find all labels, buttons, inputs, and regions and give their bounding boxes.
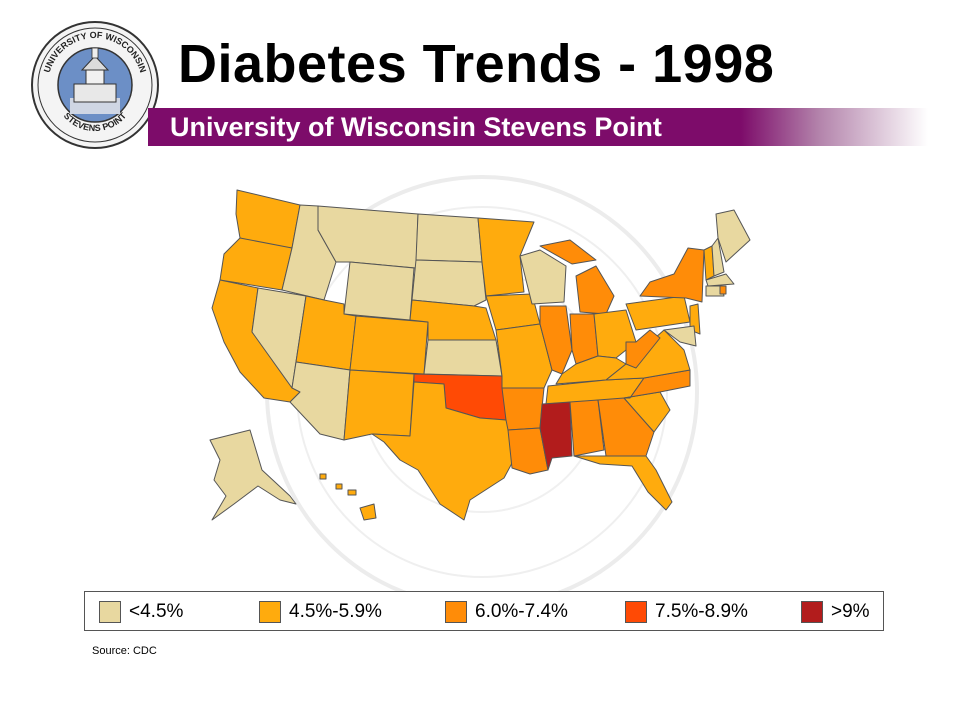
state-new-mexico	[343, 369, 415, 441]
state-pennsylvania	[625, 295, 691, 331]
state-alabama	[569, 399, 605, 457]
title-bar	[148, 108, 928, 146]
state-colorado	[349, 315, 429, 375]
state-wisconsin	[519, 249, 567, 305]
legend-label: 7.5%-8.9%	[655, 601, 748, 622]
legend-swatch	[625, 601, 647, 623]
university-seal-logo: UNIVERSITY OF WISCONSIN STEVENS POINT	[31, 21, 159, 149]
state-hawaii	[319, 473, 377, 521]
state-kentucky	[555, 355, 627, 385]
state-alaska	[209, 429, 297, 521]
state-michigan	[539, 239, 615, 315]
state-indiana	[569, 313, 599, 365]
state-louisiana	[507, 427, 549, 475]
state-wyoming	[343, 261, 415, 321]
page-subtitle: University of Wisconsin Stevens Point	[170, 112, 662, 142]
page-title: Diabetes Trends - 1998	[178, 34, 775, 94]
state-minnesota	[477, 217, 535, 297]
legend-label: 6.0%-7.4%	[475, 601, 568, 622]
state-kansas	[423, 339, 503, 377]
state-georgia	[597, 397, 655, 457]
source-note: Source: CDC	[92, 645, 157, 657]
state-texas	[371, 381, 519, 521]
legend-swatch	[801, 601, 823, 623]
state-north-dakota	[415, 213, 483, 263]
state-new-hampshire	[711, 237, 725, 277]
state-massachusetts	[705, 273, 735, 287]
state-west-virginia	[625, 329, 661, 369]
state-south-dakota	[411, 259, 487, 307]
state-florida	[573, 455, 673, 511]
state-maryland-delaware	[663, 325, 697, 347]
state-arizona	[289, 361, 351, 441]
state-oregon	[219, 237, 293, 291]
state-rhode-island	[719, 285, 727, 295]
state-new-york	[639, 247, 705, 303]
state-arkansas	[501, 387, 545, 431]
map-legend: <4.5% 4.5%-5.9% 6.0%-7.4% 7.5%-8.9% >9%	[84, 591, 884, 631]
legend-label: >9%	[831, 601, 870, 622]
legend-swatch	[445, 601, 467, 623]
legend-swatch	[99, 601, 121, 623]
state-maine	[715, 209, 751, 263]
legend-swatch	[259, 601, 281, 623]
legend-label: <4.5%	[129, 601, 184, 622]
legend-label: 4.5%-5.9%	[289, 601, 382, 622]
